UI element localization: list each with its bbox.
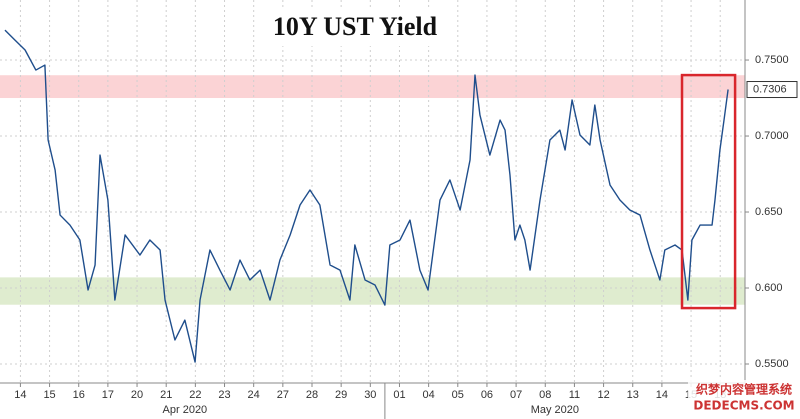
x-tick-label: 08 [539, 389, 551, 401]
x-tick-label: 14 [656, 389, 668, 401]
watermark-background [688, 380, 800, 419]
y-tick-label: 0.7500 [755, 54, 789, 66]
y-tick-label: 0.600 [755, 282, 783, 294]
watermark: 织梦内容管理系统 [696, 382, 792, 397]
band [0, 75, 745, 99]
x-tick-label: 04 [423, 389, 435, 401]
x-tick-label: 14 [14, 389, 26, 401]
x-tick-label: 06 [481, 389, 493, 401]
last-value-box [746, 81, 798, 99]
x-tick-label: 28 [306, 389, 318, 401]
x-tick-label: 24 [248, 389, 260, 401]
x-tick-label: 23 [218, 389, 230, 401]
watermark: DEDECMS.COM [693, 399, 794, 413]
x-tick-label: 17 [102, 389, 114, 401]
x-tick-label: 12 [597, 389, 609, 401]
x-tick-label: 01 [393, 389, 405, 401]
plot-background [0, 0, 745, 383]
x-tick-label: 22 [189, 389, 201, 401]
x-tick-label: 20 [131, 389, 143, 401]
last-value-label: 0.7306 [753, 83, 787, 95]
x-tick-label: 29 [335, 389, 347, 401]
x-tick-label: 27 [277, 389, 289, 401]
x-tick-label: 05 [452, 389, 464, 401]
y-tick-label: 0.7000 [755, 130, 789, 142]
title-background [262, 10, 448, 46]
month-label: May 2020 [531, 404, 579, 416]
x-tick-label: 30 [364, 389, 376, 401]
x-tick-label: 15 [43, 389, 55, 401]
y-tick-label: 0.650 [755, 206, 783, 218]
y-tick-label: 0.5500 [755, 358, 789, 370]
x-tick-label: 11 [569, 389, 580, 401]
highlight-box [680, 73, 737, 310]
x-tick-label: 07 [510, 389, 522, 401]
x-tick-label: 16 [73, 389, 85, 401]
month-label: Apr 2020 [163, 404, 208, 416]
band [0, 277, 745, 305]
x-tick-label: 21 [160, 389, 172, 401]
x-tick-label: 13 [627, 389, 639, 401]
series-line [4, 29, 729, 363]
chart-title: 10Y UST Yield [273, 12, 438, 41]
